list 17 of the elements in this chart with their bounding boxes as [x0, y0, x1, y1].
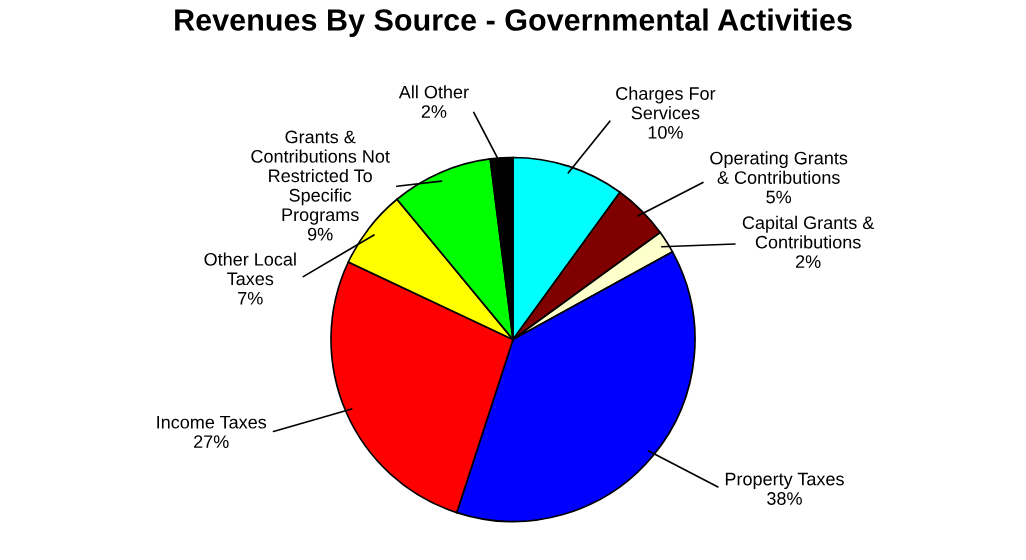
slice-label: Charges For Services	[616, 86, 716, 120]
data-label: 7%	[238, 291, 263, 305]
slice-label: All Other	[398, 85, 469, 99]
slice-label: Income Taxes	[157, 415, 267, 429]
data-label: 2%	[795, 255, 821, 268]
data-label: 9%	[307, 227, 333, 241]
slice-label: Other Local Taxes	[204, 252, 296, 286]
slice-label: Operating Grants & Contributions	[710, 151, 848, 184]
data-label: 2%	[421, 105, 447, 118]
data-label: 38%	[767, 492, 802, 505]
data-label: 5%	[766, 190, 792, 204]
slice-label: Grants & Contributions Not Restricted To Specific Programs	[251, 130, 390, 225]
slice-label: Capital Grants & Contributions	[742, 215, 875, 249]
chart-title: Revenues By Source - Governmental Activities	[175, 8, 852, 37]
data-label: 10%	[648, 125, 683, 139]
data-label: 27%	[194, 435, 229, 448]
slice-label: Property Taxes	[725, 472, 844, 490]
